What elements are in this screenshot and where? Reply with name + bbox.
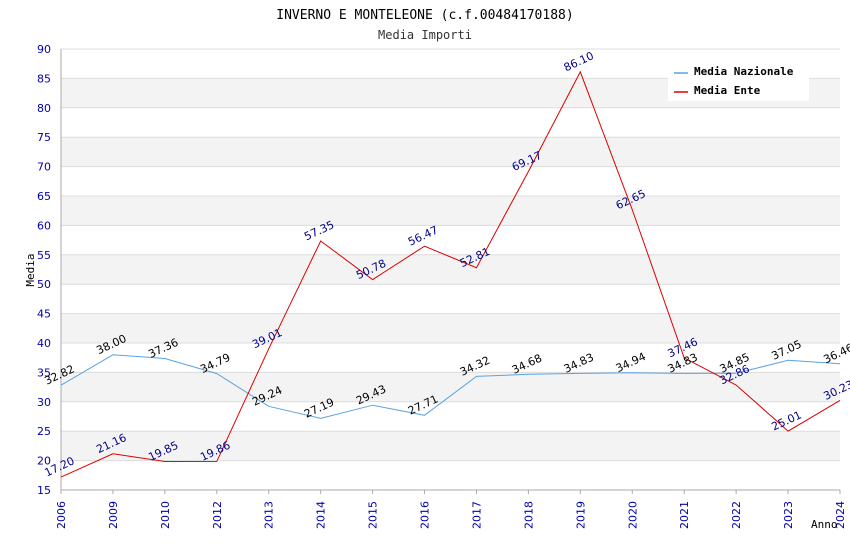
- ente-data-label: 56.47: [406, 223, 440, 248]
- y-tick-label: 35: [37, 366, 51, 379]
- chart-title: INVERNO E MONTELEONE (c.f.00484170188): [276, 8, 573, 23]
- y-tick-label: 80: [37, 102, 51, 115]
- grid-band: [61, 254, 840, 285]
- x-tick-label: 2018: [522, 501, 535, 529]
- y-tick-label: 20: [37, 455, 51, 468]
- x-tick-label: 2024: [834, 501, 847, 529]
- x-tick-label: 2023: [782, 501, 795, 529]
- x-tick-label: 2021: [678, 501, 691, 529]
- x-tick-label: 2013: [263, 501, 276, 529]
- x-tick-label: 2012: [211, 501, 224, 529]
- media-nazionale-line: [60, 354, 841, 419]
- x-tick-label: 2006: [55, 501, 68, 529]
- y-tick-label: 55: [37, 249, 51, 262]
- x-tick-label: 2009: [107, 501, 120, 529]
- y-tick-label: 60: [37, 219, 51, 232]
- grid-band: [61, 431, 840, 461]
- grid-band: [61, 137, 840, 167]
- chart-subtitle: Media Importi: [378, 28, 472, 42]
- media-ente-line: [60, 70, 841, 478]
- y-tick-label: 65: [37, 190, 51, 203]
- x-axis-label: Anno: [811, 518, 838, 531]
- y-tick-label: 30: [37, 396, 51, 409]
- x-tick-label: 2016: [419, 501, 432, 529]
- grid-band: [61, 313, 840, 343]
- y-tick-label: 45: [37, 308, 51, 321]
- x-tick-label: 2017: [470, 501, 483, 529]
- nazionale-data-label: 34.94: [614, 350, 648, 375]
- legend-box: [668, 59, 809, 101]
- y-tick-label: 85: [37, 72, 51, 85]
- y-tick-label: 25: [37, 425, 51, 438]
- legend: Media Nazionale Media Ente: [668, 59, 809, 101]
- nazionale-data-label: 36.46: [821, 341, 850, 366]
- y-tick-label: 40: [37, 337, 51, 350]
- x-tick-label: 2022: [730, 501, 743, 529]
- ente-data-label: 86.10: [562, 49, 596, 74]
- x-tick-label: 2019: [574, 501, 587, 529]
- y-tick-label: 70: [37, 161, 51, 174]
- y-axis-label: Media: [24, 253, 37, 286]
- legend-label-ente: Media Ente: [694, 84, 761, 97]
- grid-band: [61, 196, 840, 226]
- y-tick-label: 75: [37, 131, 51, 144]
- x-tick-label: 2010: [159, 501, 172, 529]
- x-tick-label: 2014: [315, 501, 328, 529]
- x-tick-label: 2015: [367, 501, 380, 529]
- grid-band: [61, 372, 840, 402]
- legend-label-nazionale: Media Nazionale: [694, 65, 794, 78]
- y-tick-label: 90: [37, 43, 51, 56]
- x-tick-label: 2020: [626, 501, 639, 529]
- y-tick-label: 15: [37, 484, 51, 497]
- y-tick-label: 50: [37, 278, 51, 291]
